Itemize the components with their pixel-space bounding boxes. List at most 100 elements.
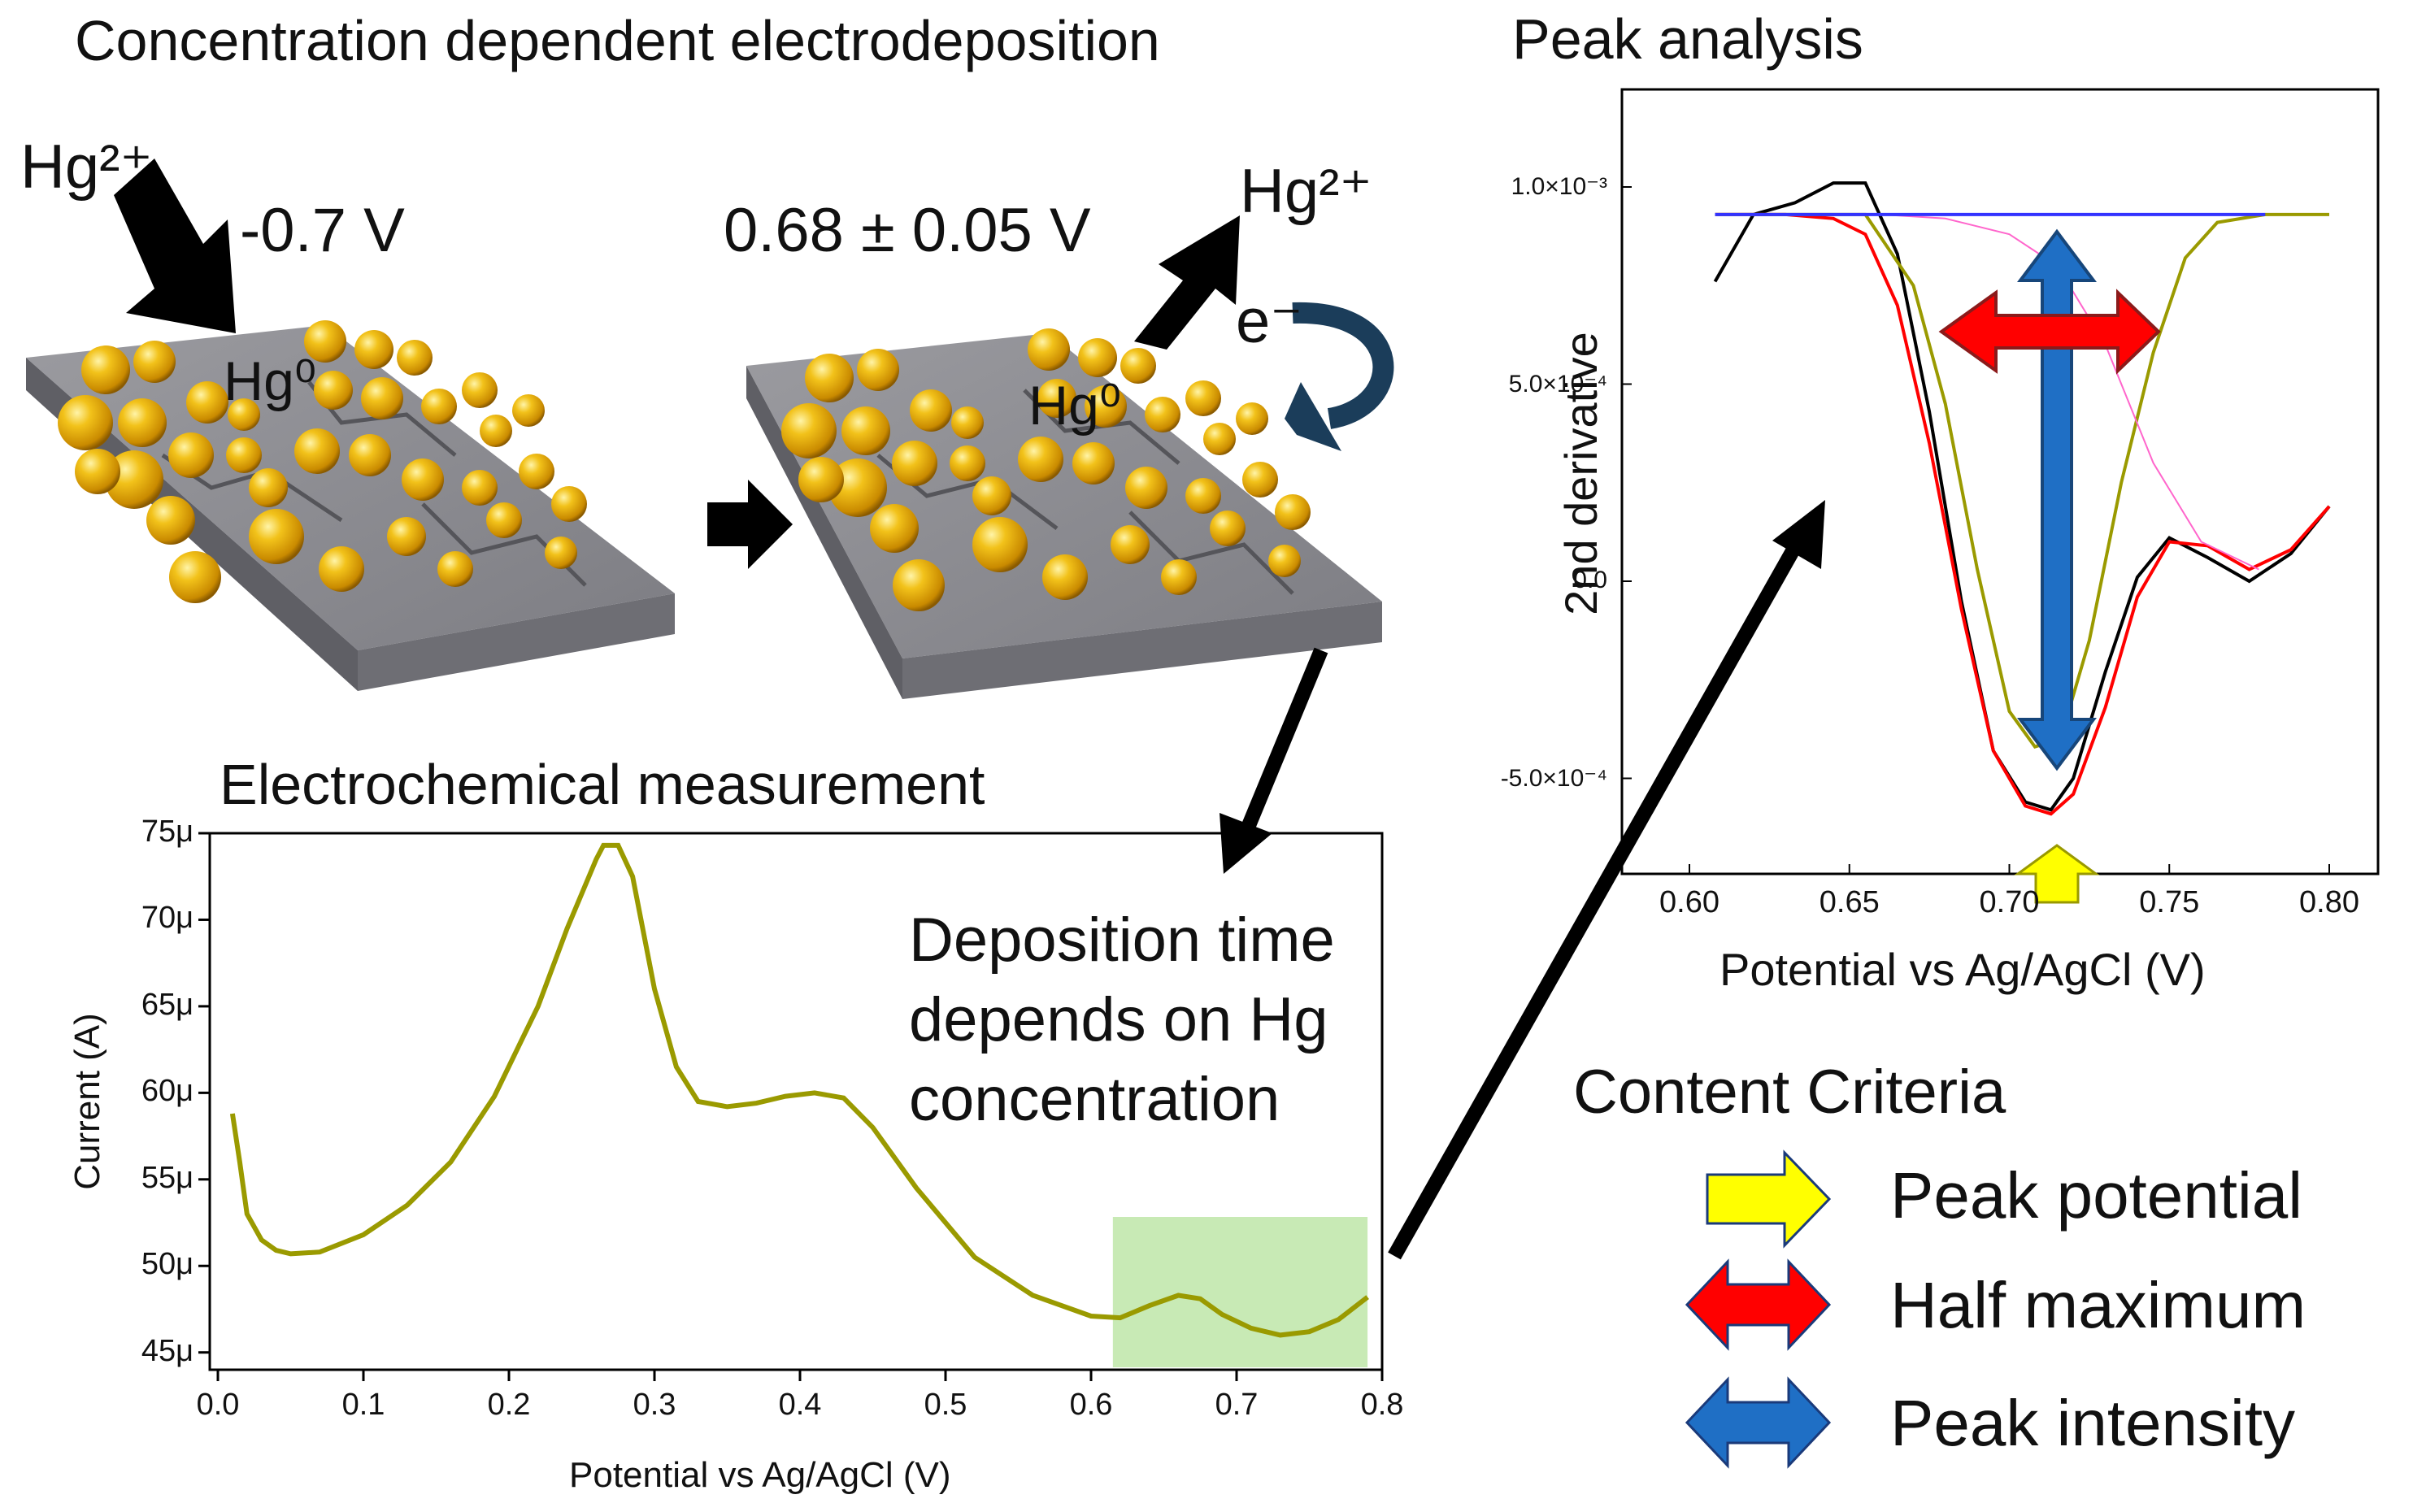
measurement-plot-frame [208,832,1384,1371]
hg-droplet [349,434,391,476]
ion-label-in: Hg²⁺ [20,133,153,202]
hg-droplet [545,537,577,569]
series-raw [1713,181,2331,812]
hg-droplet [146,496,195,545]
hg-droplet [1242,462,1278,497]
legend-half-maximum: Half maximum [1890,1269,2306,1341]
hg-droplet [1018,437,1063,482]
hg-droplet [1111,525,1150,564]
hg-droplet [972,476,1011,515]
hg-droplet [512,394,545,427]
electron-arrowhead [1285,382,1341,451]
peak-ticks [1622,186,2330,874]
legend-peak-intensity-icon [1685,1376,1832,1469]
deposition-voltage: -0.7 V [240,196,405,265]
hg-droplet [1268,545,1301,577]
measurement-chart [198,832,1384,1381]
metal-label-left: Hg⁰ [224,350,317,412]
peak-xlabel: Potential vs Ag/AgCl (V) [1720,944,2206,995]
electron-label: e⁻ [1236,287,1303,356]
ion-label-out: Hg²⁺ [1240,157,1372,226]
hg-droplet [551,486,587,522]
y-tick-label: 55μ [141,1160,193,1195]
series-tail [1881,213,2259,571]
y-tick-label: 65μ [141,987,193,1022]
x-tick-label: 0.8 [1360,1388,1404,1422]
hg-droplet [294,428,340,474]
hg-droplet [1275,494,1311,530]
process-arrow [707,480,793,569]
x-tick-label: 0.5 [924,1388,967,1422]
hg-droplet [857,349,899,391]
hg-droplet [319,546,364,592]
hg-droplet [1210,511,1246,546]
hg-droplet [480,415,512,447]
criteria-title: Content Criteria [1573,1058,2006,1127]
hg-droplet [1037,379,1076,418]
connector-arrow-to-note [1237,647,1328,841]
x-tick-label: 0.70 [1979,885,2040,919]
hg-droplet [1203,423,1236,455]
hg-droplet [892,441,937,486]
x-tick-label: 0.80 [2299,885,2359,919]
note-line-3: concentration [909,1065,1280,1134]
hg-droplet [1185,478,1221,514]
y-tick-label: 45μ [141,1333,193,1368]
connector-arrow-to-peak [1388,532,1807,1260]
peak-intensity-arrow [2017,228,2097,771]
electron-arrow [1292,302,1394,429]
hg-droplet [228,398,260,431]
hg-droplet [1185,380,1221,416]
x-tick-label: 0.1 [341,1388,385,1422]
x-tick-label: 0.3 [633,1388,676,1422]
peak-plot-frame [1620,88,2380,875]
x-tick-label: 0.6 [1069,1388,1113,1422]
x-tick-label: 0.65 [1819,885,1880,919]
hg-droplet [168,432,214,478]
hg-droplet [1145,397,1180,432]
deposition-arrow [114,159,236,333]
x-tick-label: 0.60 [1659,885,1720,919]
measurement-ticks [198,832,1384,1381]
note-line-1: Deposition time [909,906,1335,975]
hg-droplets-right [781,328,1311,611]
series-gaussian [1715,212,2329,749]
y-tick-label: 5.0×10⁻⁴ [1508,370,1607,398]
current-curve [229,842,1369,1338]
measurement-title: Electrochemical measurement [220,753,985,816]
hg-droplets-left [58,320,587,603]
hg-droplet [118,398,167,447]
peak-potential-arrow [2014,844,2100,904]
main-title: Concentration dependent electrodepositio… [75,9,1160,72]
y-tick-label: 60μ [141,1074,193,1109]
hg-droplet [910,389,952,432]
hg-droplet [1125,467,1167,509]
hg-droplet [1236,402,1268,435]
hg-droplet [169,551,221,603]
x-tick-label: 0.0 [196,1388,240,1422]
hg-droplet [1085,385,1127,428]
hg-droplet [798,457,844,502]
hg-droplet [519,454,554,489]
hg-droplet [437,551,473,587]
hg-droplet [402,458,444,501]
y-tick-label: 50μ [141,1247,193,1282]
hg-droplet [1072,442,1115,484]
x-tick-label: 0.4 [778,1388,822,1422]
connector-arrowhead-to-note [1220,813,1272,874]
hg-droplet [950,445,985,481]
deposition-note: Deposition time depends on Hg concentrat… [909,901,1335,1140]
hg-droplet [249,468,288,507]
note-line-2: depends on Hg [909,985,1328,1054]
hg-droplet [314,371,353,410]
measurement-xlabel: Potential vs Ag/AgCl (V) [569,1455,951,1495]
stripping-arrow [1134,215,1240,350]
hg-droplet [486,502,522,538]
y-tick-label: 70μ [141,901,193,936]
hg-droplet [870,504,919,553]
hg-droplet [462,470,498,506]
hg-droplet [893,559,945,611]
legend-peak-intensity: Peak intensity [1890,1387,2296,1459]
hg-droplet [354,330,393,369]
